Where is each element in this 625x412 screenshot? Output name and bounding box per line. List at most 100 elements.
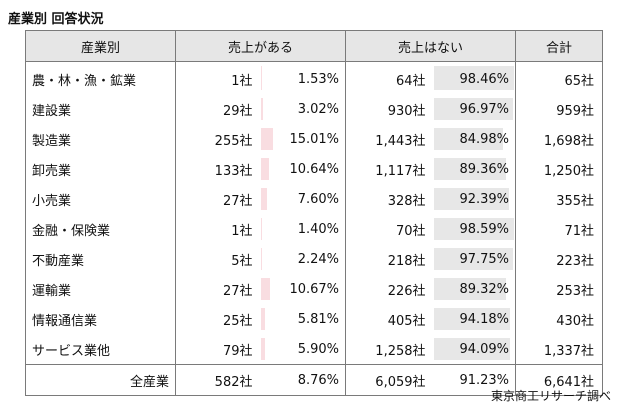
row-yes-count: 1社 bbox=[175, 61, 261, 94]
row-total: 71社 bbox=[515, 214, 604, 244]
yes-pct-label: 3.02% bbox=[297, 101, 340, 117]
row-no-pct: 94.09% bbox=[433, 334, 517, 365]
row-industry: 製造業 bbox=[25, 124, 176, 154]
row-industry: サービス業他 bbox=[25, 334, 176, 365]
row-yes-pct: 5.90% bbox=[260, 334, 347, 365]
header-total: 合計 bbox=[515, 30, 604, 62]
yes-pct-label: 1.40% bbox=[297, 221, 340, 237]
row-total: 959社 bbox=[515, 94, 604, 124]
table-row: 製造業 255社 15.01% 1,443社 84.98% 1,698社 bbox=[25, 124, 604, 154]
row-total: 223社 bbox=[515, 244, 604, 274]
yes-share-bar bbox=[260, 218, 262, 240]
table-row: 卸売業 133社 10.64% 1,117社 89.36% 1,250社 bbox=[25, 154, 604, 184]
yes-share-bar bbox=[260, 248, 263, 270]
yes-pct-label: 5.90% bbox=[297, 341, 340, 357]
row-industry: 運輸業 bbox=[25, 274, 176, 304]
row-no-pct: 89.32% bbox=[433, 274, 517, 304]
no-pct-label: 97.75% bbox=[459, 251, 510, 267]
header-industry: 産業別 bbox=[25, 30, 176, 62]
no-pct-label: 89.36% bbox=[459, 161, 510, 177]
row-industry: 小売業 bbox=[25, 184, 176, 214]
no-share-bar bbox=[433, 278, 507, 300]
no-share-bar bbox=[433, 188, 509, 210]
row-yes-count: 5社 bbox=[175, 244, 261, 274]
table-row: 小売業 27社 7.60% 328社 92.39% 355社 bbox=[25, 184, 604, 214]
total-row: 全産業 582社 8.76% 6,059社 91.23% 6,641社 bbox=[25, 364, 604, 396]
row-yes-pct: 10.67% bbox=[260, 274, 347, 304]
table-row: 金融・保険業 1社 1.40% 70社 98.59% 71社 bbox=[25, 214, 604, 244]
no-share-bar bbox=[433, 248, 514, 270]
row-yes-pct: 7.60% bbox=[260, 184, 347, 214]
row-yes-count: 27社 bbox=[175, 274, 261, 304]
row-industry: 金融・保険業 bbox=[25, 214, 176, 244]
no-pct-label: 96.97% bbox=[459, 101, 510, 117]
yes-share-bar bbox=[260, 158, 270, 180]
row-no-count: 70社 bbox=[345, 214, 434, 244]
page-title: 産業別 回答状況 bbox=[8, 12, 104, 27]
no-pct-label: 84.98% bbox=[459, 131, 510, 147]
row-yes-count: 255社 bbox=[175, 124, 261, 154]
row-yes-count: 1社 bbox=[175, 214, 261, 244]
row-no-pct: 98.59% bbox=[433, 214, 517, 244]
row-yes-count: 27社 bbox=[175, 184, 261, 214]
row-total: 430社 bbox=[515, 304, 604, 334]
yes-share-bar bbox=[260, 338, 266, 360]
row-yes-pct: 1.53% bbox=[260, 61, 347, 94]
yes-pct-label: 2.24% bbox=[297, 251, 340, 267]
row-yes-pct: 3.02% bbox=[260, 94, 347, 124]
row-industry: 建設業 bbox=[25, 94, 176, 124]
yes-share-bar bbox=[260, 66, 262, 90]
row-no-count: 1,117社 bbox=[345, 154, 434, 184]
yes-share-bar bbox=[260, 98, 264, 120]
row-yes-count: 79社 bbox=[175, 334, 261, 365]
row-industry: 卸売業 bbox=[25, 154, 176, 184]
table-body: 農・林・漁・鉱業 1社 1.53% 64社 98.46% 65社 建設業 29社 3.02% 93… bbox=[25, 61, 604, 365]
row-no-pct: 84.98% bbox=[433, 124, 517, 154]
yes-pct-label: 10.64% bbox=[289, 161, 340, 177]
total-yes-pct: 8.76% bbox=[260, 364, 347, 396]
row-no-count: 328社 bbox=[345, 184, 434, 214]
row-no-pct: 98.46% bbox=[433, 61, 517, 94]
row-total: 1,698社 bbox=[515, 124, 604, 154]
no-pct-label: 98.46% bbox=[459, 71, 510, 87]
table-row: 不動産業 5社 2.24% 218社 97.75% 223社 bbox=[25, 244, 604, 274]
no-pct-label: 89.32% bbox=[459, 281, 510, 297]
yes-share-bar bbox=[260, 278, 270, 300]
yes-pct-label: 5.81% bbox=[297, 311, 340, 327]
row-yes-pct: 15.01% bbox=[260, 124, 347, 154]
yes-pct-label: 1.53% bbox=[297, 71, 340, 87]
header-no: 売上はない bbox=[345, 30, 517, 62]
row-industry: 農・林・漁・鉱業 bbox=[25, 61, 176, 94]
source-note: 東京商工リサーチ調べ bbox=[490, 389, 611, 403]
no-share-bar bbox=[433, 218, 514, 240]
total-no-count: 6,059社 bbox=[345, 364, 434, 396]
row-total: 1,250社 bbox=[515, 154, 604, 184]
row-yes-pct: 1.40% bbox=[260, 214, 347, 244]
header-row: 産業別 売上がある 売上はない 合計 bbox=[25, 30, 604, 62]
yes-share-bar bbox=[260, 128, 274, 150]
row-no-pct: 97.75% bbox=[433, 244, 517, 274]
header-yes: 売上がある bbox=[174, 30, 347, 62]
yes-pct-label: 15.01% bbox=[289, 131, 340, 147]
total-total: 6,641社 bbox=[515, 364, 604, 396]
no-share-bar bbox=[433, 308, 511, 330]
row-yes-pct: 10.64% bbox=[260, 154, 347, 184]
no-share-bar bbox=[433, 128, 503, 150]
row-industry: 不動産業 bbox=[25, 244, 176, 274]
row-industry: 情報通信業 bbox=[25, 304, 176, 334]
row-total: 65社 bbox=[515, 61, 604, 94]
yes-share-bar bbox=[260, 308, 266, 330]
table-row: 運輸業 27社 10.67% 226社 89.32% 253社 bbox=[25, 274, 604, 304]
no-pct-label: 94.18% bbox=[459, 311, 510, 327]
table-row: サービス業他 79社 5.90% 1,258社 94.09% 1,337社 bbox=[25, 334, 604, 365]
row-total: 355社 bbox=[515, 184, 604, 214]
no-pct-label: 94.09% bbox=[459, 341, 510, 357]
table-row: 建設業 29社 3.02% 930社 96.97% 959社 bbox=[25, 94, 604, 124]
total-yes-count: 582社 bbox=[175, 364, 261, 396]
total-no-pct: 91.23% bbox=[433, 364, 517, 396]
row-no-pct: 96.97% bbox=[433, 94, 517, 124]
row-no-count: 930社 bbox=[345, 94, 434, 124]
row-yes-pct: 5.81% bbox=[260, 304, 347, 334]
no-pct-label: 92.39% bbox=[459, 191, 510, 207]
row-no-count: 64社 bbox=[345, 61, 434, 94]
